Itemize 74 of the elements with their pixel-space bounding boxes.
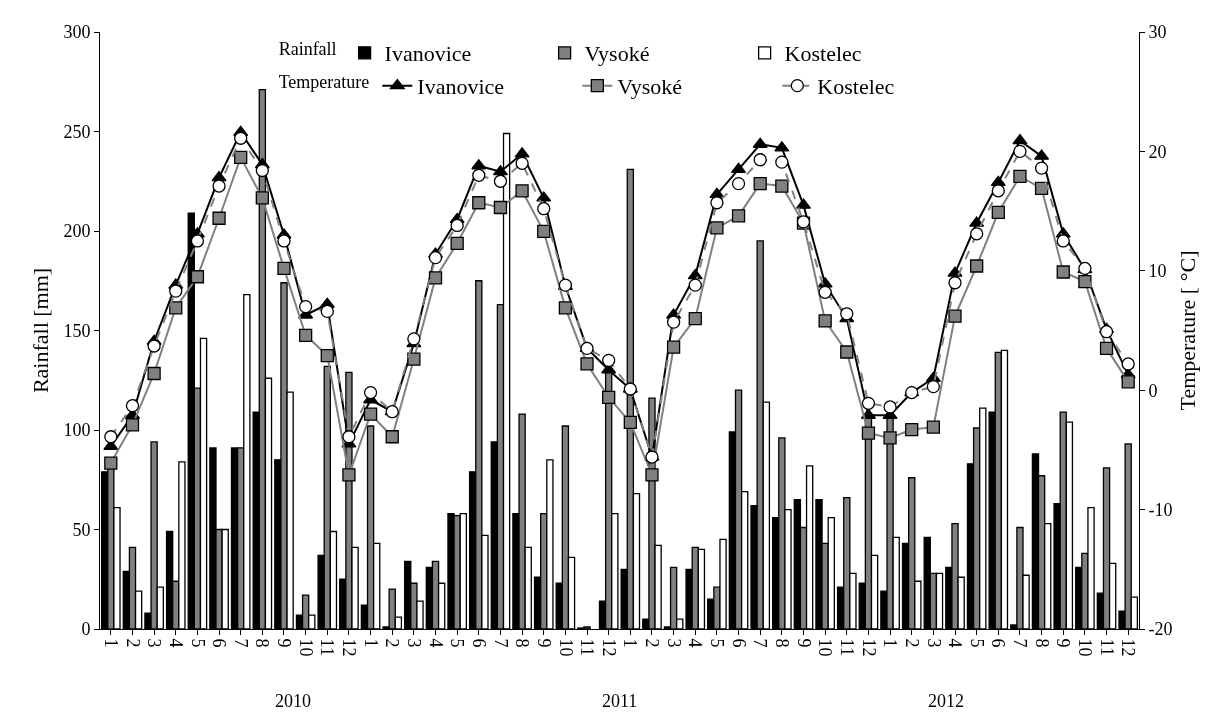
x-tick-label: 12	[858, 638, 879, 657]
x-tick-label: 9	[274, 638, 295, 648]
x-tick-label: 12	[339, 638, 360, 657]
text: 2011	[602, 691, 638, 711]
x-tick-label: 6	[988, 638, 1009, 648]
x-tick-label: 11	[1096, 638, 1117, 656]
x-tick-label: 10	[295, 638, 316, 657]
x-tick-label: 3	[663, 638, 684, 648]
y-tick-label: 250	[63, 121, 91, 142]
x-tick-label: 8	[771, 638, 792, 648]
y2-tick-label: -20	[1148, 619, 1173, 640]
x-tick-label: 4	[945, 638, 966, 648]
y-tick-label: 50	[72, 519, 91, 540]
y-tick-label: 0	[81, 619, 91, 640]
x-tick-label: 2	[642, 638, 663, 648]
x-tick-label: 3	[404, 638, 425, 648]
x-tick-label: 9	[533, 638, 554, 648]
x-tick-label: 1	[620, 638, 641, 648]
y2-axis-title: Temperature [ °C]	[1175, 250, 1201, 411]
x-tick-label: 8	[252, 638, 273, 648]
x-tick-label: 4	[165, 638, 186, 648]
text: Temperature	[278, 72, 370, 93]
y-tick-label: 300	[63, 22, 91, 43]
x-tick-label: 8	[512, 638, 533, 648]
x-tick-label: 11	[577, 638, 598, 656]
legend-label: Ivanovice	[417, 74, 505, 100]
y2-tick-label: 30	[1148, 22, 1167, 43]
legend-label: Kostelec	[817, 74, 895, 100]
x-tick-label: 2	[122, 638, 143, 648]
x-tick-label: 11	[836, 638, 857, 656]
x-tick-label: 8	[1031, 638, 1052, 648]
text: 2012	[928, 691, 964, 711]
legend-label: Vysoké	[584, 41, 650, 67]
y2-tick-label: 20	[1148, 141, 1167, 162]
x-tick-label: 7	[1010, 638, 1031, 648]
x-tick-label: 5	[447, 638, 468, 648]
x-tick-label: 4	[425, 638, 446, 648]
x-tick-label: 6	[468, 638, 489, 648]
x-tick-label: 1	[100, 638, 121, 648]
x-tick-label: 12	[1118, 638, 1139, 657]
x-tick-label: 10	[555, 638, 576, 657]
x-tick-label: 1	[360, 638, 381, 648]
y2-tick-label: 0	[1148, 380, 1158, 401]
x-tick-label: 10	[815, 638, 836, 657]
y-tick-label: 200	[63, 221, 91, 242]
y-tick-label: 100	[63, 420, 91, 441]
x-tick-label: 3	[144, 638, 165, 648]
x-tick-label: 6	[209, 638, 230, 648]
legend-label: Ivanovice	[384, 41, 472, 67]
x-tick-label: 5	[966, 638, 987, 648]
y2-tick-label: 10	[1148, 261, 1167, 282]
text: Rainfall	[278, 39, 337, 60]
x-tick-label: 5	[707, 638, 728, 648]
x-tick-label: 6	[728, 638, 749, 648]
x-tick-label: 3	[923, 638, 944, 648]
x-tick-label: 9	[793, 638, 814, 648]
x-tick-label: 5	[187, 638, 208, 648]
x-tick-label: 7	[230, 638, 251, 648]
x-tick-label: 2	[901, 638, 922, 648]
y-axis-title: Rainfall [mm]	[28, 267, 54, 394]
x-tick-label: 7	[750, 638, 771, 648]
x-tick-label: 2	[382, 638, 403, 648]
x-tick-label: 11	[317, 638, 338, 656]
legend-label: Vysoké	[617, 74, 683, 100]
y-tick-label: 150	[63, 320, 91, 341]
x-tick-label: 10	[1075, 638, 1096, 657]
y2-tick-label: -10	[1148, 499, 1173, 520]
legend-label: Kostelec	[784, 41, 862, 67]
text: 2010	[275, 691, 311, 711]
x-tick-label: 4	[685, 638, 706, 648]
x-tick-label: 7	[490, 638, 511, 648]
x-tick-label: 9	[1053, 638, 1074, 648]
x-tick-label: 12	[598, 638, 619, 657]
x-tick-label: 1	[880, 638, 901, 648]
